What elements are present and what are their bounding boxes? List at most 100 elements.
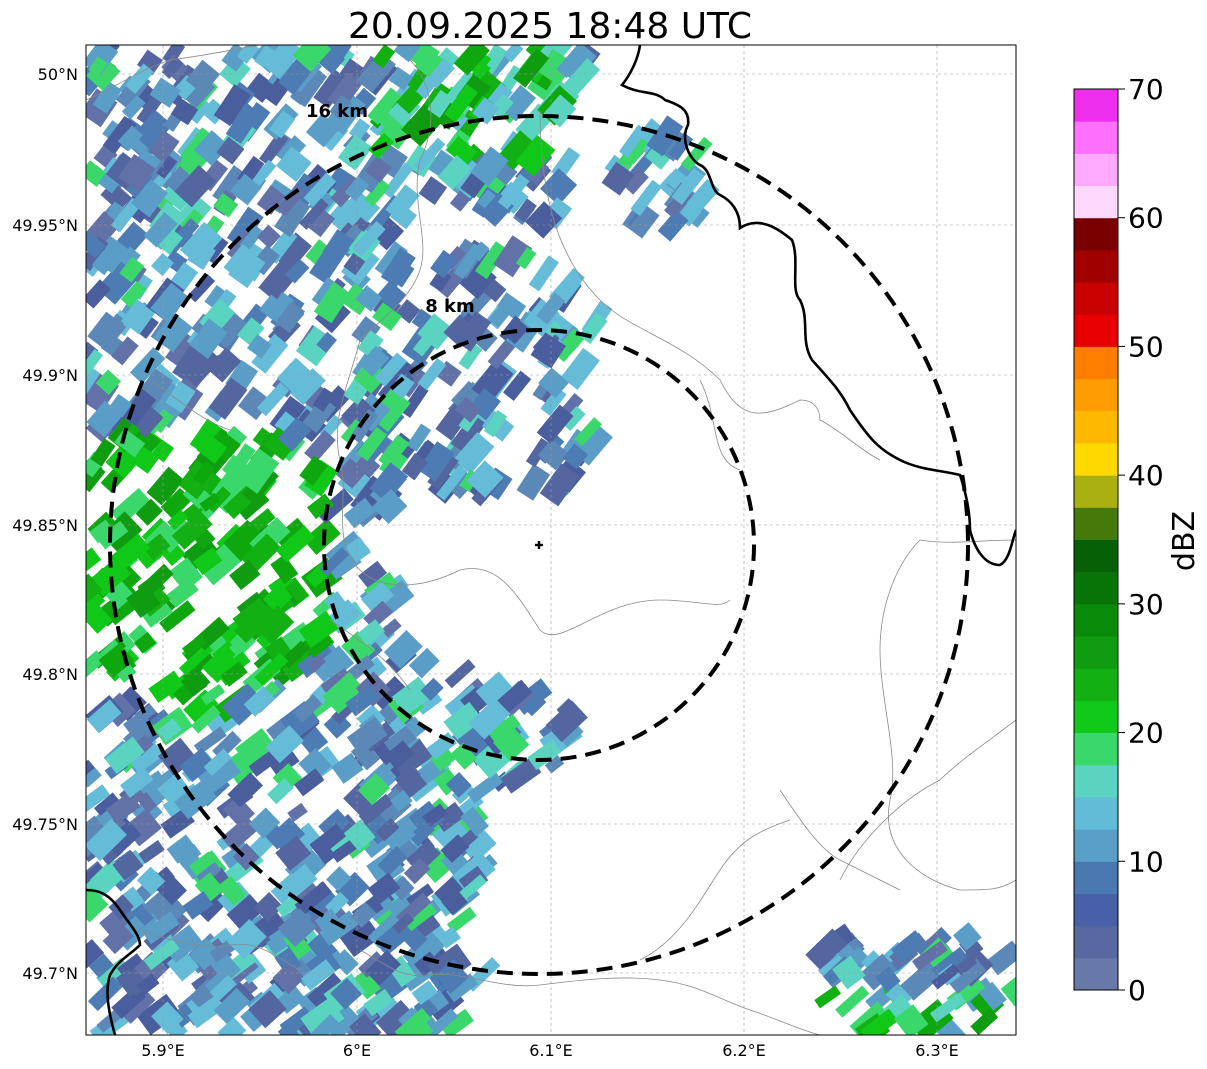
echo-cell	[209, 974, 237, 1002]
echo-cell	[274, 232, 312, 272]
colorbar-swatch	[1074, 378, 1118, 412]
echo-cell	[560, 347, 600, 390]
echo-cell	[952, 922, 982, 951]
echo-cell	[380, 247, 416, 288]
echo-cell	[119, 988, 156, 1024]
echo-cell	[536, 404, 574, 444]
echo-cell	[121, 95, 146, 120]
echo-cell	[239, 225, 264, 252]
echo-cell	[355, 671, 391, 707]
echo-cell	[174, 165, 216, 208]
echo-cell	[335, 457, 367, 489]
echo-cell	[130, 178, 168, 218]
echo-cell	[87, 311, 127, 352]
echo-cell	[453, 45, 490, 76]
echo-cell	[306, 653, 326, 673]
colorbar-swatch	[1074, 636, 1118, 669]
echo-cell	[213, 431, 241, 458]
echo-cell	[196, 433, 228, 464]
x-tick-label: 6.1°E	[529, 1041, 573, 1060]
echo-cell	[204, 959, 241, 996]
echo-cell	[300, 959, 336, 991]
echo-cell	[189, 318, 228, 359]
echo-cell	[228, 248, 266, 289]
echo-cell	[411, 980, 438, 1006]
echo-cell	[411, 308, 432, 330]
echo-cell	[179, 127, 212, 165]
echo-cell	[259, 294, 286, 322]
echo-cell	[95, 369, 122, 395]
colorbar-ticks: 0 10 20 30 40 50 60 70	[1118, 73, 1164, 1007]
echo-cell	[453, 431, 495, 475]
echo-cell	[142, 533, 171, 561]
echo-cell	[256, 382, 290, 417]
echo-cell	[302, 204, 335, 238]
echo-cell	[475, 671, 513, 707]
echo-cell	[364, 155, 392, 183]
echo-cell	[680, 136, 713, 172]
echo-cell	[235, 727, 276, 767]
echo-cell	[374, 352, 408, 387]
echo-cell	[668, 132, 694, 161]
echo-cell	[805, 928, 848, 971]
echo-cell	[161, 56, 184, 80]
echo-cell	[381, 618, 402, 638]
echo-cell	[221, 683, 265, 726]
echo-cell	[325, 91, 366, 135]
echo-cell	[226, 206, 264, 249]
echo-cell	[182, 891, 214, 920]
echo-cell	[112, 850, 144, 881]
echo-cell	[276, 146, 312, 182]
echo-cell	[367, 87, 402, 125]
echo-cell	[378, 434, 410, 470]
echo-cell	[322, 229, 355, 264]
echo-cell	[383, 725, 417, 756]
echo-cell	[343, 819, 376, 852]
echo-cell	[407, 774, 439, 803]
echo-cell	[400, 384, 429, 418]
echo-cell	[475, 241, 508, 280]
echo-cell	[324, 591, 350, 617]
echo-cell	[89, 519, 115, 544]
colorbar-frame	[1073, 88, 1119, 991]
echo-cell	[192, 460, 216, 486]
echo-cell	[86, 815, 111, 853]
colorbar-swatch	[1074, 732, 1118, 766]
echo-cell	[337, 134, 373, 171]
echo-cell	[191, 855, 222, 886]
echo-cell	[142, 911, 180, 945]
echo-cell	[348, 118, 371, 141]
echo-cell	[601, 161, 635, 196]
echo-cell	[120, 886, 145, 912]
echo-cell	[537, 438, 570, 471]
echo-cell	[449, 190, 471, 212]
echo-cell	[388, 66, 413, 91]
colorbar-swatch	[1074, 571, 1118, 605]
echo-cell	[193, 130, 230, 166]
echo-cell	[226, 919, 267, 959]
echo-cell	[136, 973, 160, 996]
echo-cell	[292, 45, 332, 72]
echo-cell	[431, 1008, 459, 1034]
echo-cell	[320, 45, 352, 62]
echo-cell	[343, 252, 366, 276]
echo-cell	[446, 906, 477, 934]
echo-cell	[197, 542, 242, 586]
echo-cell	[364, 179, 391, 207]
echo-cell	[544, 754, 565, 774]
echo-cell	[227, 772, 263, 808]
echo-cell	[193, 726, 227, 755]
echo-cell	[329, 94, 352, 120]
echo-cell	[124, 63, 154, 94]
echo-cell	[401, 452, 428, 481]
echo-cell	[461, 286, 495, 322]
echo-cell	[538, 367, 570, 399]
echo-cell	[488, 304, 511, 328]
echo-cell	[525, 437, 551, 468]
echo-cell	[287, 802, 308, 822]
y-tick-label: 49.85°N	[12, 516, 78, 535]
echo-cell	[151, 252, 174, 276]
echo-cell	[390, 373, 415, 399]
echo-cell	[92, 81, 123, 114]
echo-cell	[417, 313, 454, 350]
